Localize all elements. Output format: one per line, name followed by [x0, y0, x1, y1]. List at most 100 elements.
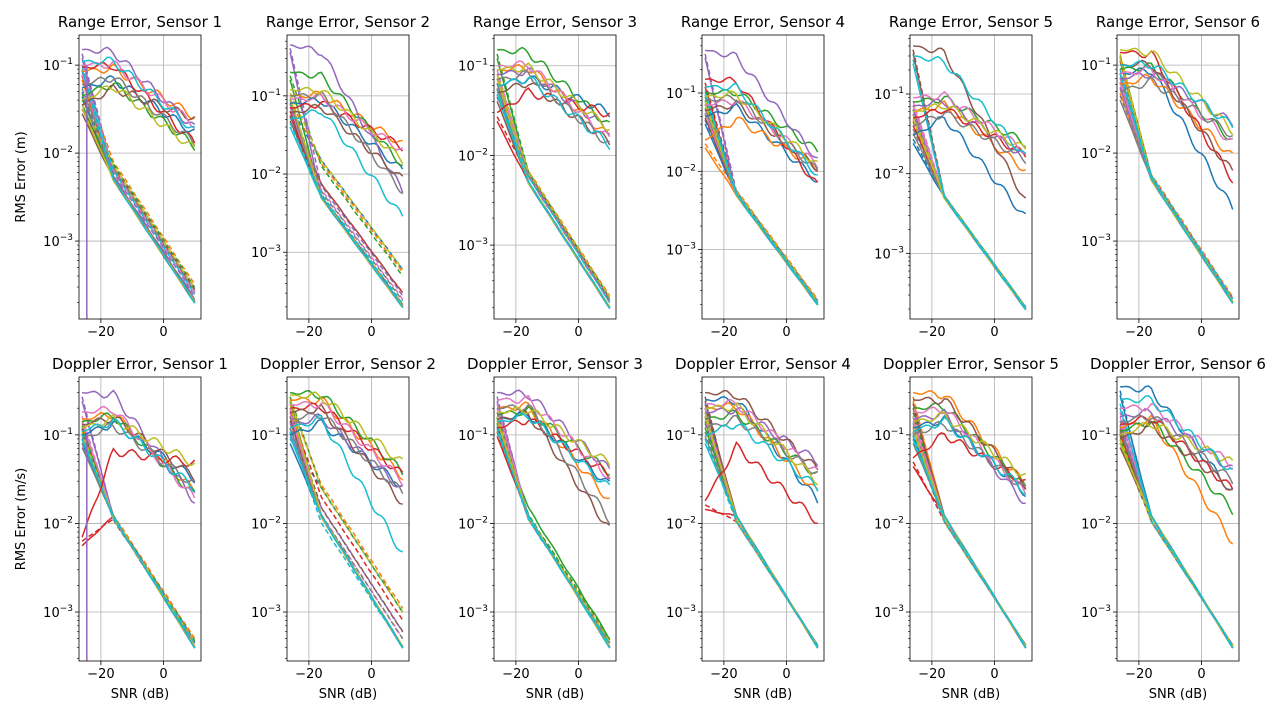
dashed-line: [289, 399, 404, 613]
dashed-line: [496, 89, 611, 304]
error-line: [81, 418, 196, 493]
dashed-line: [912, 434, 1027, 647]
lower-bound-line: [912, 420, 1027, 648]
dashed-line: [81, 68, 196, 294]
lower-bound-line: [81, 69, 196, 304]
dashed-line: [496, 412, 611, 644]
dashed-line: [81, 103, 196, 289]
dashed-line: [81, 518, 196, 643]
series-group: [81, 46, 196, 319]
y-tick-label: 10−3: [458, 237, 488, 254]
error-line: [1119, 421, 1234, 462]
x-tick-label: 0: [574, 667, 582, 682]
panel-title: Doppler Error, Sensor 3: [467, 355, 643, 373]
y-tick-label: 10−1: [874, 427, 904, 444]
y-tick-label: 10−2: [43, 145, 73, 162]
dashed-line: [496, 425, 611, 645]
series-group: [1119, 47, 1234, 304]
error-line: [497, 67, 611, 136]
dashed-line: [704, 53, 819, 302]
lower-bound-line: [1119, 60, 1234, 303]
dashed-line: [1119, 68, 1234, 300]
x-axis-label: SNR (dB): [1149, 687, 1207, 702]
error-line: [289, 71, 403, 167]
x-tick-label: −20: [502, 667, 529, 682]
dashed-line: [81, 434, 196, 644]
lower-bound-line: [704, 57, 819, 306]
x-tick-label: 0: [574, 325, 582, 340]
error-line: [704, 398, 819, 470]
error-line: [705, 402, 819, 486]
error-line: [1120, 403, 1234, 471]
error-line: [1120, 59, 1234, 171]
lower-bound-line: [1119, 73, 1234, 304]
lower-bound-line: [496, 422, 611, 640]
dashed-line: [912, 416, 1027, 647]
y-tick-label: 10−2: [1081, 145, 1111, 162]
y-tick-label: 10−3: [43, 233, 73, 250]
error-line: [912, 396, 1027, 491]
x-tick-label: 0: [367, 325, 375, 340]
error-line: [704, 423, 819, 492]
dashed-line: [1119, 77, 1234, 300]
dashed-line: [912, 101, 1027, 309]
lower-bound-line: [289, 126, 404, 309]
y-tick-label: 10−1: [874, 86, 904, 103]
lower-bound-line: [704, 112, 819, 306]
lower-bound-line: [1119, 77, 1234, 304]
lower-bound-line: [704, 420, 819, 649]
lower-bound-line: [912, 439, 1027, 649]
panel-title: Range Error, Sensor 3: [473, 13, 637, 31]
x-tick-label: −20: [1125, 325, 1152, 340]
panel-title: Range Error, Sensor 1: [58, 13, 222, 31]
y-tick-label: 10−3: [666, 242, 696, 259]
x-tick-label: −20: [918, 667, 945, 682]
dashed-line: [704, 403, 819, 646]
y-tick-label: 10−2: [251, 166, 281, 183]
error-line: [912, 103, 1027, 150]
axes-frame: [286, 376, 410, 662]
series-group: [289, 389, 404, 649]
lower-bound-line: [704, 407, 819, 648]
panel-title: Doppler Error, Sensor 1: [52, 355, 228, 373]
x-tick-label: −20: [1125, 667, 1152, 682]
dashed-line: [289, 431, 404, 648]
error-line: [704, 90, 818, 163]
error-line: [289, 413, 403, 488]
error-line: [912, 111, 1027, 164]
axes-frame: [493, 376, 617, 662]
y-tick-label: 10−2: [1081, 515, 1111, 532]
y-tick-label: 10−2: [251, 515, 281, 532]
x-tick-label: −20: [295, 325, 322, 340]
dashed-line: [704, 504, 819, 646]
dashed-line: [912, 59, 1027, 309]
y-tick-label: 10−2: [666, 163, 696, 180]
dashed-line: [496, 73, 611, 298]
y-tick-label: 10−2: [874, 515, 904, 532]
error-line: [497, 418, 611, 480]
error-line: [1119, 73, 1234, 154]
lower-bound-line: [1119, 73, 1234, 303]
error-line: [705, 49, 818, 159]
error-line: [912, 410, 1026, 477]
error-line: [704, 402, 819, 491]
error-line: [81, 85, 196, 148]
dashed-line: [81, 53, 196, 297]
panel-title: Range Error, Sensor 4: [681, 13, 845, 31]
panel-title: Doppler Error, Sensor 4: [675, 355, 851, 373]
axes-frame: [78, 376, 202, 662]
error-line: [912, 432, 1026, 484]
x-tick-label: −20: [710, 667, 737, 682]
panel-title: Doppler Error, Sensor 2: [260, 355, 436, 373]
y-tick-label: 10−1: [666, 85, 696, 102]
error-line: [289, 415, 403, 553]
panel-title: Doppler Error, Sensor 5: [883, 355, 1059, 373]
series-group: [912, 45, 1027, 311]
x-axis-label: SNR (dB): [526, 687, 584, 702]
axes-frame: [78, 34, 202, 320]
y-tick-label: 10−3: [251, 604, 281, 621]
series-group: [81, 389, 196, 661]
x-tick-label: 0: [367, 667, 375, 682]
y-tick-label: 10−1: [458, 427, 488, 444]
error-line: [497, 76, 611, 151]
